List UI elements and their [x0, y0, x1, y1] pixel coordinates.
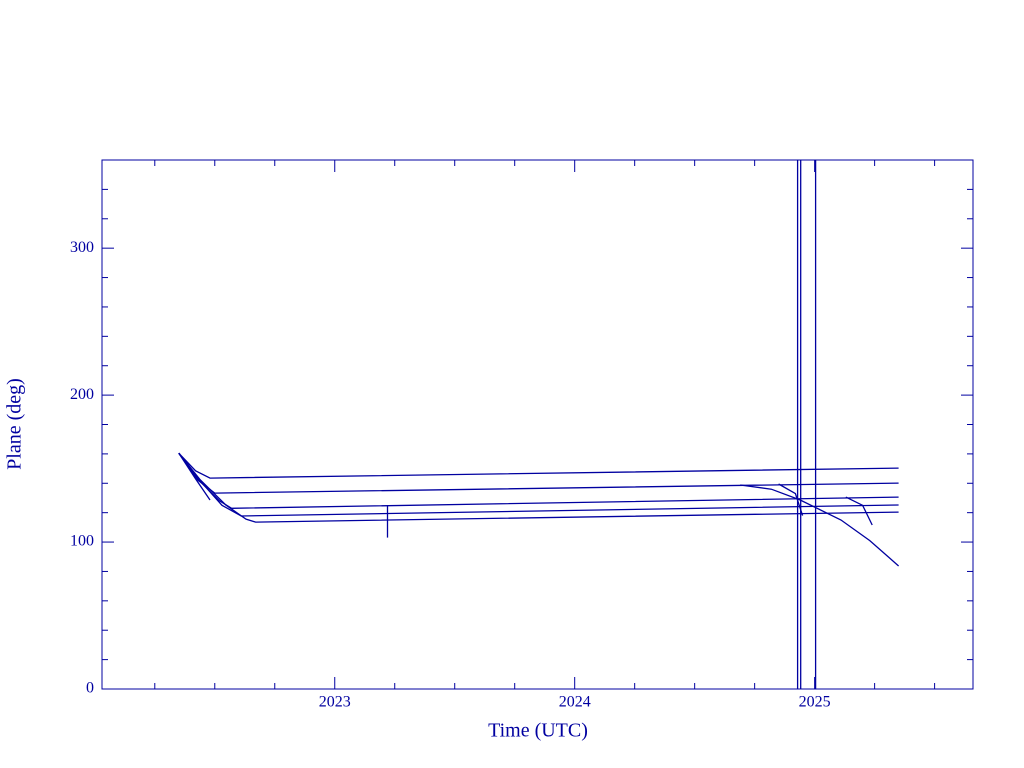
x-axis-label: Time (UTC): [488, 720, 588, 742]
y-tick-label: 0: [86, 680, 94, 697]
x-tick-label: 2025: [799, 694, 831, 711]
data-line: [178, 452, 899, 479]
data-line: [178, 452, 211, 501]
y-tick-label: 300: [70, 239, 94, 256]
data-line: [178, 452, 899, 523]
y-axis-label: Plane (deg): [4, 378, 26, 470]
data-line: [845, 496, 873, 526]
plot-frame: [101, 159, 974, 690]
x-tick-label: 2023: [319, 694, 351, 711]
y-tick-label: 200: [70, 386, 94, 403]
y-tick-label: 100: [70, 533, 94, 550]
data-line: [740, 484, 900, 567]
x-tick-label: 2024: [559, 694, 591, 711]
data-line: [178, 452, 899, 509]
